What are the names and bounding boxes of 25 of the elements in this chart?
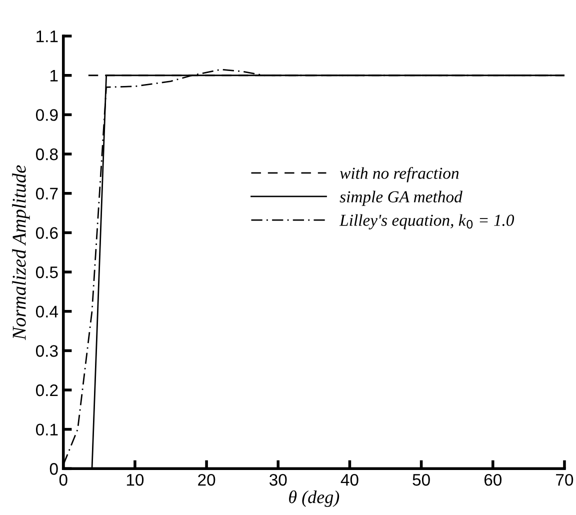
y-tick-label: 0 <box>50 463 58 475</box>
x-tick-label: 10 <box>126 474 144 486</box>
y-tick-label: 0.1 <box>36 424 58 436</box>
y-tick-label: 0.4 <box>36 306 58 318</box>
y-tick-label: 0.3 <box>36 345 58 357</box>
y-axis-title: Normalized Amplitude <box>12 165 30 340</box>
y-tick-label: 0.7 <box>36 188 58 200</box>
y-tick-label: 0.2 <box>36 384 58 396</box>
x-axis-title: θ (deg) <box>289 490 340 507</box>
y-tick-label: 1.1 <box>36 30 58 42</box>
x-tick-label: 0 <box>59 474 68 486</box>
x-tick-label: 40 <box>340 474 358 486</box>
y-tick-label: 0.5 <box>36 266 58 278</box>
legend-label: simple GA method <box>340 190 462 206</box>
x-tick-label: 20 <box>198 474 216 486</box>
x-tick-label: 60 <box>484 474 502 486</box>
x-tick-label: 50 <box>412 474 430 486</box>
y-tick-label: 0.8 <box>36 148 58 160</box>
y-tick-label: 1 <box>50 70 58 82</box>
legend-label: with no refraction <box>340 167 459 182</box>
x-tick-label: 30 <box>269 474 287 486</box>
legend-label: Lilley's equation, k$_{0}$ = 1.0 <box>339 214 514 230</box>
x-tick-label: 70 <box>556 474 574 486</box>
y-tick-label: 0.9 <box>36 109 58 121</box>
y-tick-label: 0.6 <box>36 227 58 239</box>
